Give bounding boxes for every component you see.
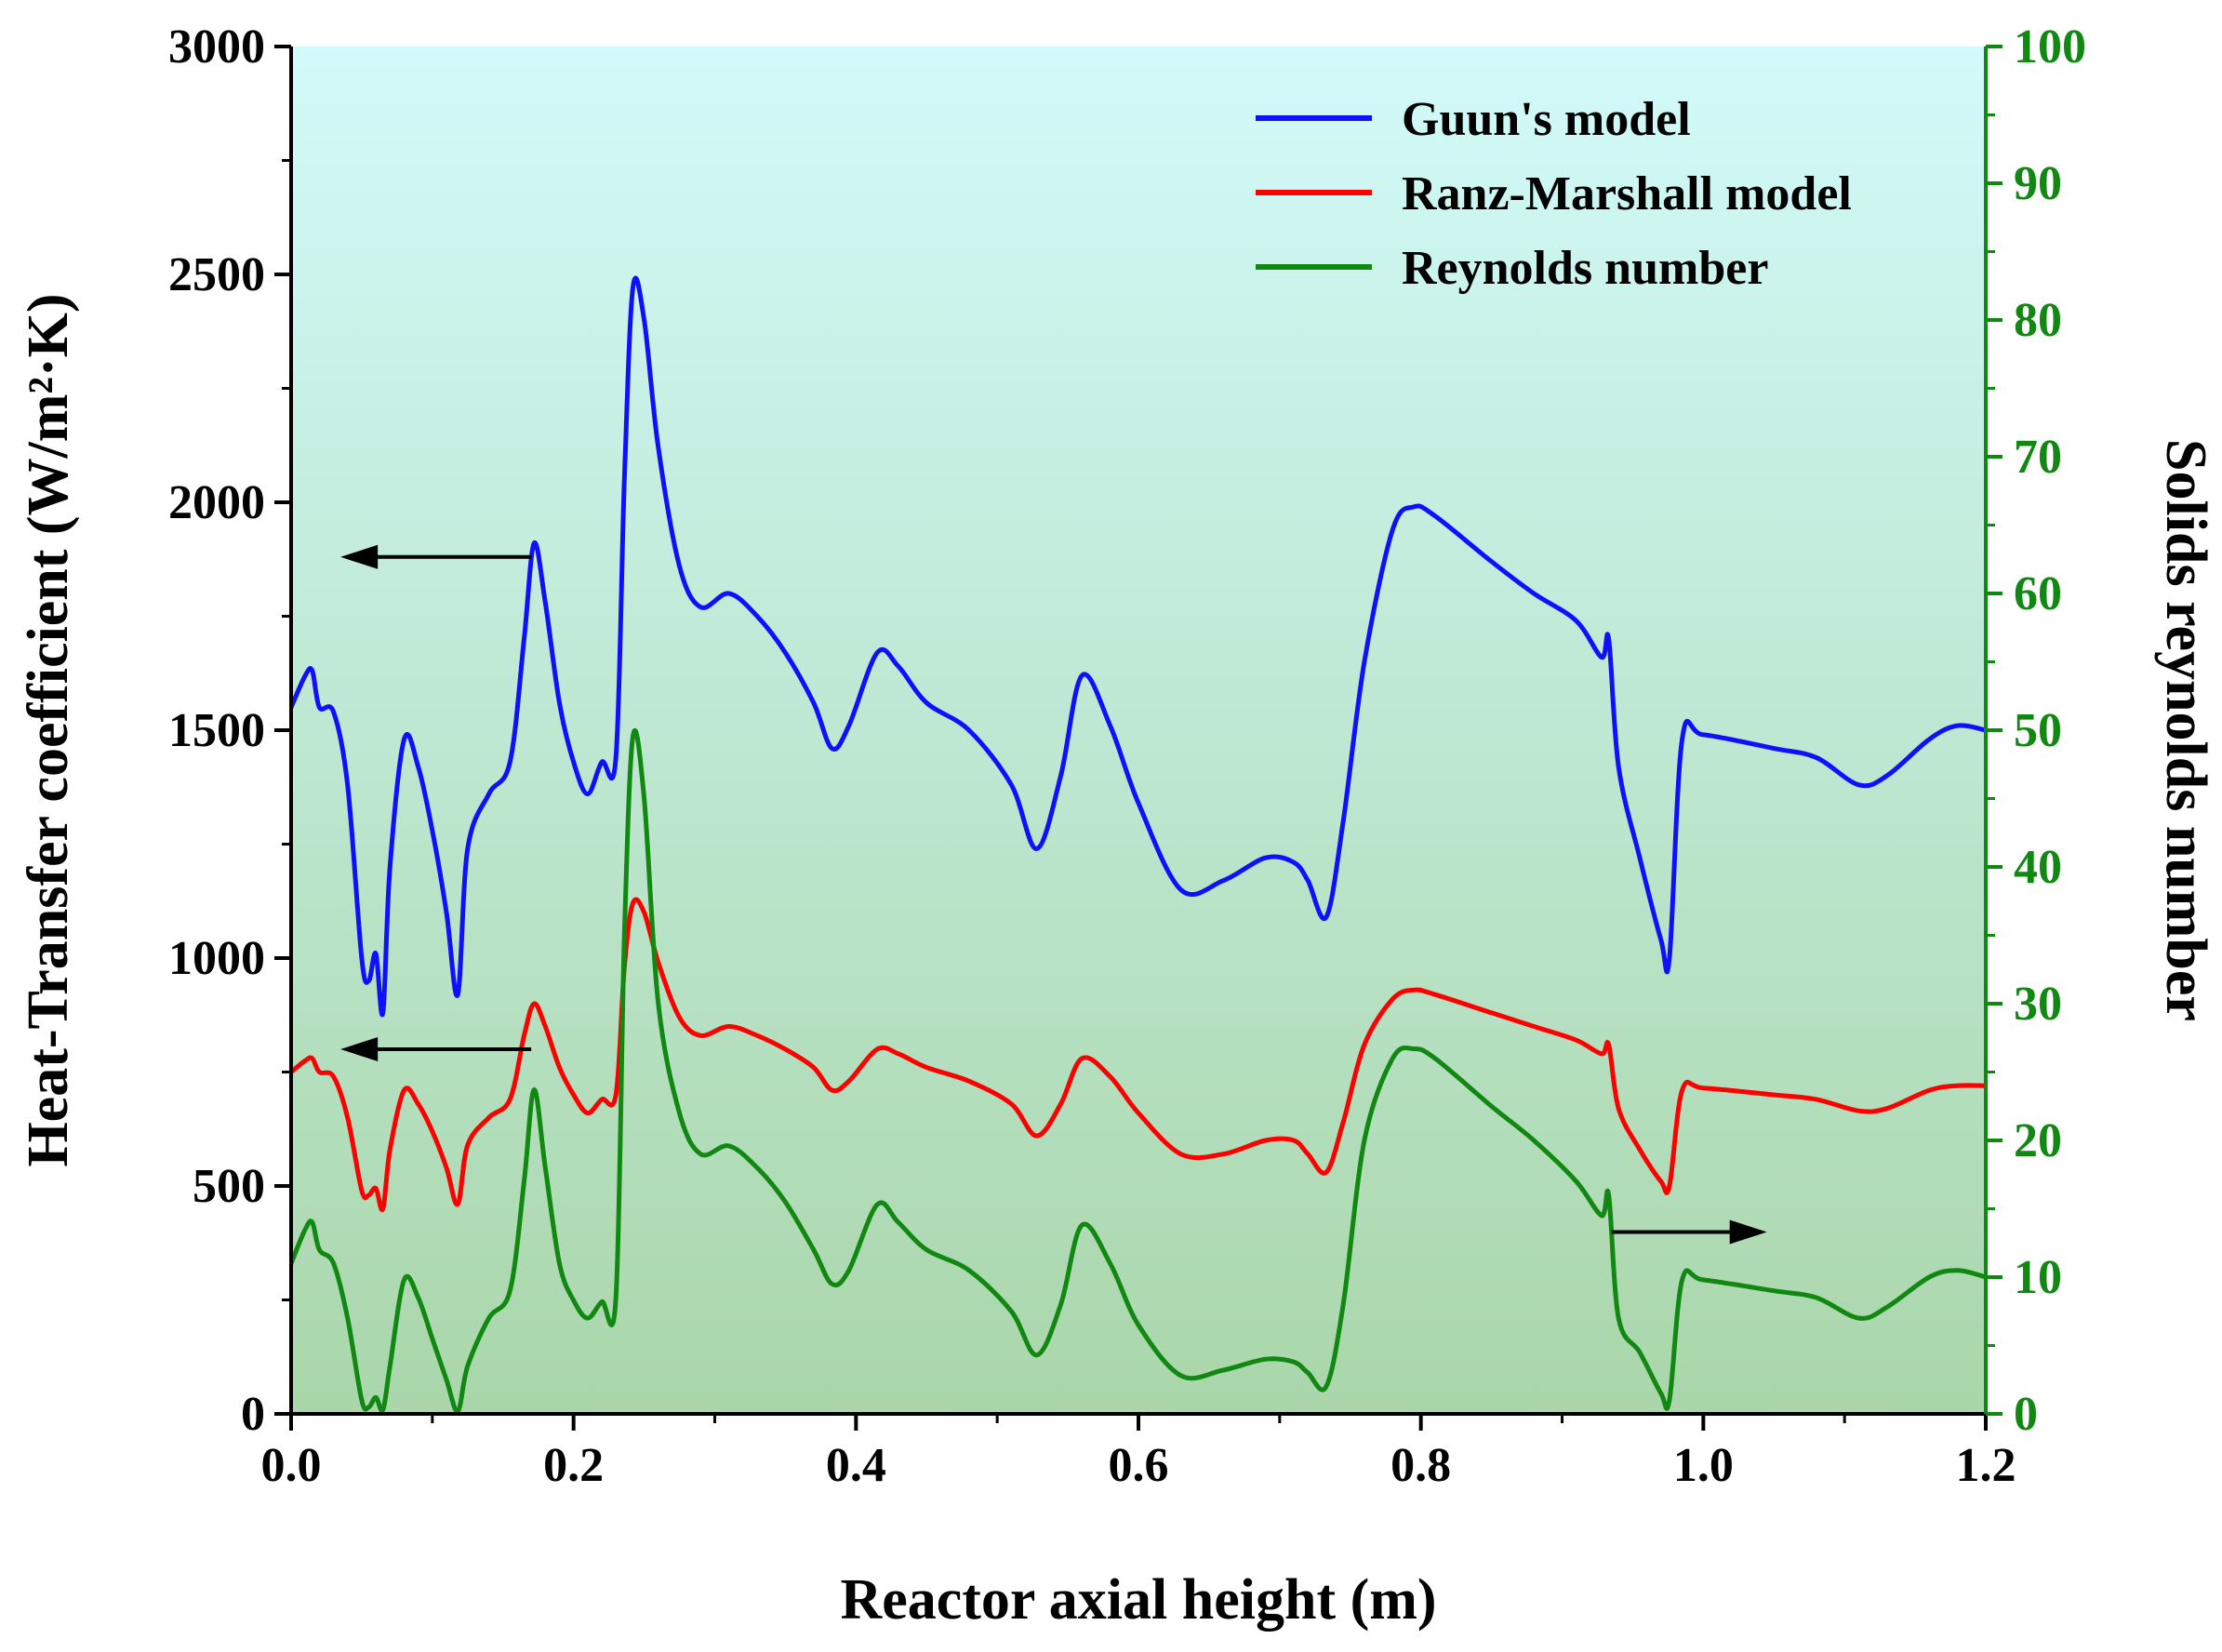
x-tick-label: 1.0 bbox=[1673, 1439, 1734, 1492]
series-layer bbox=[291, 275, 1986, 1414]
legend-item-reynolds: Reynolds number bbox=[1256, 242, 1768, 295]
y-right-tick-label: 0 bbox=[2014, 1388, 2038, 1441]
left-arrow-guun bbox=[340, 544, 532, 569]
y-left-tick-label: 0 bbox=[241, 1388, 265, 1441]
right-arrow-reynolds bbox=[1611, 1219, 1767, 1245]
y-left-tick-label: 1500 bbox=[168, 704, 265, 757]
y-axis-left-title: Heat-Transfer coefficient (W/m²·K) bbox=[17, 293, 80, 1166]
legend-label: Reynolds number bbox=[1402, 242, 1768, 295]
y-right-tick-label: 90 bbox=[2014, 157, 2062, 210]
x-tick-label: 0.4 bbox=[826, 1439, 886, 1492]
y-right-tick-label: 30 bbox=[2014, 978, 2062, 1031]
ranz-marshall-line bbox=[291, 897, 1986, 1213]
y-right-tick-label: 50 bbox=[2014, 704, 2062, 757]
y-left-tick-label: 3000 bbox=[168, 20, 265, 73]
axes: 0.0 0.2 0.4 0.6 0.8 1.0 1.20500100015002000250… bbox=[168, 20, 2086, 1492]
y-left-tick-label: 500 bbox=[193, 1160, 265, 1213]
legend-item-guun: Guun's model bbox=[1256, 93, 1691, 146]
x-tick-label: 0.0 bbox=[261, 1439, 322, 1492]
legend-label: Guun's model bbox=[1402, 93, 1691, 146]
x-tick-label: 0.2 bbox=[543, 1439, 604, 1492]
y-right-tick-label: 70 bbox=[2014, 431, 2062, 484]
y-left-tick-label: 1000 bbox=[168, 932, 265, 985]
left-arrow-ranz bbox=[340, 1037, 532, 1061]
x-tick-label: 1.2 bbox=[1956, 1439, 2016, 1492]
annotations bbox=[340, 544, 1767, 1245]
y-right-tick-label: 40 bbox=[2014, 841, 2062, 894]
x-tick-label: 0.6 bbox=[1109, 1439, 1169, 1492]
y-right-tick-label: 20 bbox=[2014, 1114, 2062, 1167]
guun-model-line bbox=[291, 275, 1986, 1018]
y-right-tick-label: 80 bbox=[2014, 294, 2062, 347]
plot-background bbox=[291, 47, 1986, 1414]
x-tick-label: 0.8 bbox=[1390, 1439, 1451, 1492]
legend-label: Ranz-Marshall model bbox=[1402, 167, 1852, 220]
y-axis-right-title: Solids reynolds number bbox=[2154, 439, 2217, 1021]
y-left-tick-label: 2000 bbox=[168, 476, 265, 529]
y-right-tick-label: 60 bbox=[2014, 567, 2062, 620]
y-left-tick-label: 2500 bbox=[168, 248, 265, 301]
legend: Guun's model Ranz-Marshall model Reynolds … bbox=[1256, 93, 1852, 295]
y-right-tick-label: 100 bbox=[2014, 20, 2086, 73]
y-right-tick-label: 10 bbox=[2014, 1251, 2062, 1304]
reynolds-number-line bbox=[291, 727, 1986, 1414]
legend-item-ranz-marshall: Ranz-Marshall model bbox=[1256, 167, 1852, 220]
x-axis-title: Reactor axial height (m) bbox=[840, 1568, 1436, 1632]
